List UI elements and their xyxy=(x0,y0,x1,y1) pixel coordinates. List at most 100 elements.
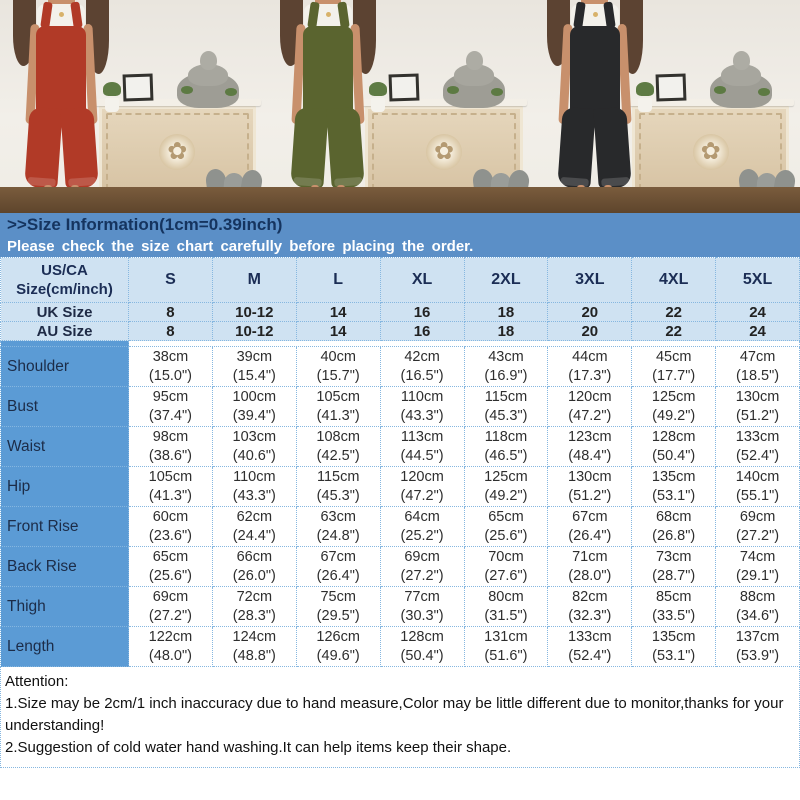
size-col-XL: XL xyxy=(379,257,465,303)
value-inch: (47.2") xyxy=(400,487,444,504)
region-size-value: 20 xyxy=(547,302,633,322)
measurement-row: Waist 98cm (38.6") 103cm (40.6") 108cm (42.5")… xyxy=(0,426,800,467)
measurement-value: 70cm (27.6") xyxy=(463,546,549,587)
value-cm: 73cm xyxy=(655,548,692,565)
value-inch: (46.5") xyxy=(484,447,528,464)
measurement-row: Hip 105cm (41.3") 110cm (43.3") 115cm (45.3") 1… xyxy=(0,466,800,507)
value-inch: (15.0") xyxy=(148,367,192,384)
wood-floor xyxy=(533,187,800,213)
measurement-value: 122cm (48.0") xyxy=(128,626,213,667)
value-inch: (52.4") xyxy=(568,647,612,664)
value-cm: 69cm xyxy=(404,548,440,565)
measurement-value: 103cm (40.6") xyxy=(211,426,297,467)
measurement-value: 130cm (51.2") xyxy=(715,386,800,427)
value-cm: 85cm xyxy=(655,588,692,605)
value-cm: 140cm xyxy=(735,468,780,485)
measurement-value: 124cm (48.8") xyxy=(211,626,297,667)
value-inch: (55.1") xyxy=(736,487,780,504)
value-cm: 113cm xyxy=(400,428,444,445)
carved-sideboard: ✿ xyxy=(627,99,795,197)
region-size-value: 22 xyxy=(631,302,717,322)
value-cm: 122cm xyxy=(148,628,193,645)
region-size-value: 18 xyxy=(463,302,549,322)
region-size-value: 14 xyxy=(295,321,381,341)
value-cm: 103cm xyxy=(232,428,277,445)
size-col-3XL: 3XL xyxy=(547,257,633,303)
corner-line-2: Size(cm/inch) xyxy=(16,281,113,298)
value-inch: (53.1") xyxy=(652,487,696,504)
value-cm: 105cm xyxy=(316,388,360,405)
size-chart-body: US/CA Size(cm/inch) S M L XL 2XL 3XL 4XL 5XL UK Si… xyxy=(0,257,800,667)
size-col-2XL: 2XL xyxy=(463,257,549,303)
value-cm: 45cm xyxy=(655,348,692,365)
measurement-value: 98cm (38.6") xyxy=(128,426,213,467)
measurement-row: Bust 95cm (37.4") 100cm (39.4") 105cm (41.3") 1… xyxy=(0,386,800,427)
jumpsuit-bib xyxy=(36,26,87,114)
value-cm: 67cm xyxy=(572,508,608,525)
value-cm: 71cm xyxy=(572,548,608,565)
buddha-statue xyxy=(173,48,243,108)
region-size-row: AU Size 8 10-12 14 16 18 20 22 24 xyxy=(0,321,800,341)
measurement-label: Waist xyxy=(0,426,129,467)
value-cm: 62cm xyxy=(236,508,273,525)
measurement-value: 65cm (25.6") xyxy=(463,506,549,547)
value-inch: (23.6") xyxy=(148,527,192,544)
value-inch: (25.2") xyxy=(400,527,444,544)
potted-plant xyxy=(369,82,388,112)
value-inch: (50.4") xyxy=(652,447,696,464)
measurement-value: 113cm (44.5") xyxy=(379,426,465,467)
measurement-value: 38cm (15.0") xyxy=(128,346,213,387)
measurement-value: 44cm (17.3") xyxy=(547,346,633,387)
value-inch: (16.9") xyxy=(484,367,528,384)
measurement-value: 100cm (39.4") xyxy=(211,386,297,427)
value-inch: (43.3") xyxy=(400,407,444,424)
region-label: UK Size xyxy=(0,302,129,322)
value-cm: 66cm xyxy=(236,548,273,565)
value-cm: 60cm xyxy=(152,508,189,525)
size-info-title: >>Size Information(1cm=0.39inch) xyxy=(7,215,283,234)
value-inch: (51.2") xyxy=(736,407,780,424)
jumpsuit-bib xyxy=(569,26,620,114)
measurement-value: 40cm (15.7") xyxy=(295,346,381,387)
value-cm: 137cm xyxy=(735,628,780,645)
size-info-subtitle: Please check the size chart carefully be… xyxy=(7,238,474,255)
value-cm: 64cm xyxy=(404,508,440,525)
value-cm: 74cm xyxy=(739,548,776,565)
value-cm: 115cm xyxy=(316,468,360,485)
measurement-value: 73cm (28.7") xyxy=(631,546,717,587)
measurement-value: 133cm (52.4") xyxy=(547,626,633,667)
measurement-value: 118cm (46.5") xyxy=(463,426,549,467)
value-cm: 133cm xyxy=(735,428,780,445)
value-inch: (29.5") xyxy=(316,607,360,624)
value-inch: (27.2") xyxy=(148,607,192,624)
measurement-value: 39cm (15.4") xyxy=(211,346,297,387)
region-size-value: 18 xyxy=(463,321,549,341)
value-inch: (26.4") xyxy=(316,567,360,584)
carved-sideboard: ✿ xyxy=(93,99,262,197)
value-inch: (40.6") xyxy=(232,447,276,464)
measurement-value: 133cm (52.4") xyxy=(715,426,800,467)
size-col-L: L xyxy=(295,257,381,303)
measurement-value: 110cm (43.3") xyxy=(211,466,297,507)
value-cm: 77cm xyxy=(404,588,440,605)
measurement-label: Length xyxy=(0,626,129,667)
value-inch: (37.4") xyxy=(148,407,192,424)
value-cm: 69cm xyxy=(739,508,776,525)
value-cm: 115cm xyxy=(484,388,528,405)
measurement-value: 95cm (37.4") xyxy=(128,386,213,427)
region-size-value: 16 xyxy=(379,321,465,341)
picture-frame xyxy=(655,73,687,102)
value-cm: 120cm xyxy=(400,468,444,485)
value-inch: (28.0") xyxy=(568,567,612,584)
potted-plant xyxy=(102,82,121,112)
value-inch: (49.2") xyxy=(652,407,696,424)
value-inch: (45.3") xyxy=(316,487,360,504)
measurement-label: Hip xyxy=(0,466,129,507)
value-inch: (41.3") xyxy=(316,407,360,424)
value-cm: 47cm xyxy=(739,348,776,365)
value-cm: 118cm xyxy=(484,428,528,445)
value-cm: 110cm xyxy=(400,388,444,405)
value-cm: 80cm xyxy=(488,588,524,605)
value-inch: (32.3") xyxy=(568,607,612,624)
value-cm: 123cm xyxy=(568,428,612,445)
